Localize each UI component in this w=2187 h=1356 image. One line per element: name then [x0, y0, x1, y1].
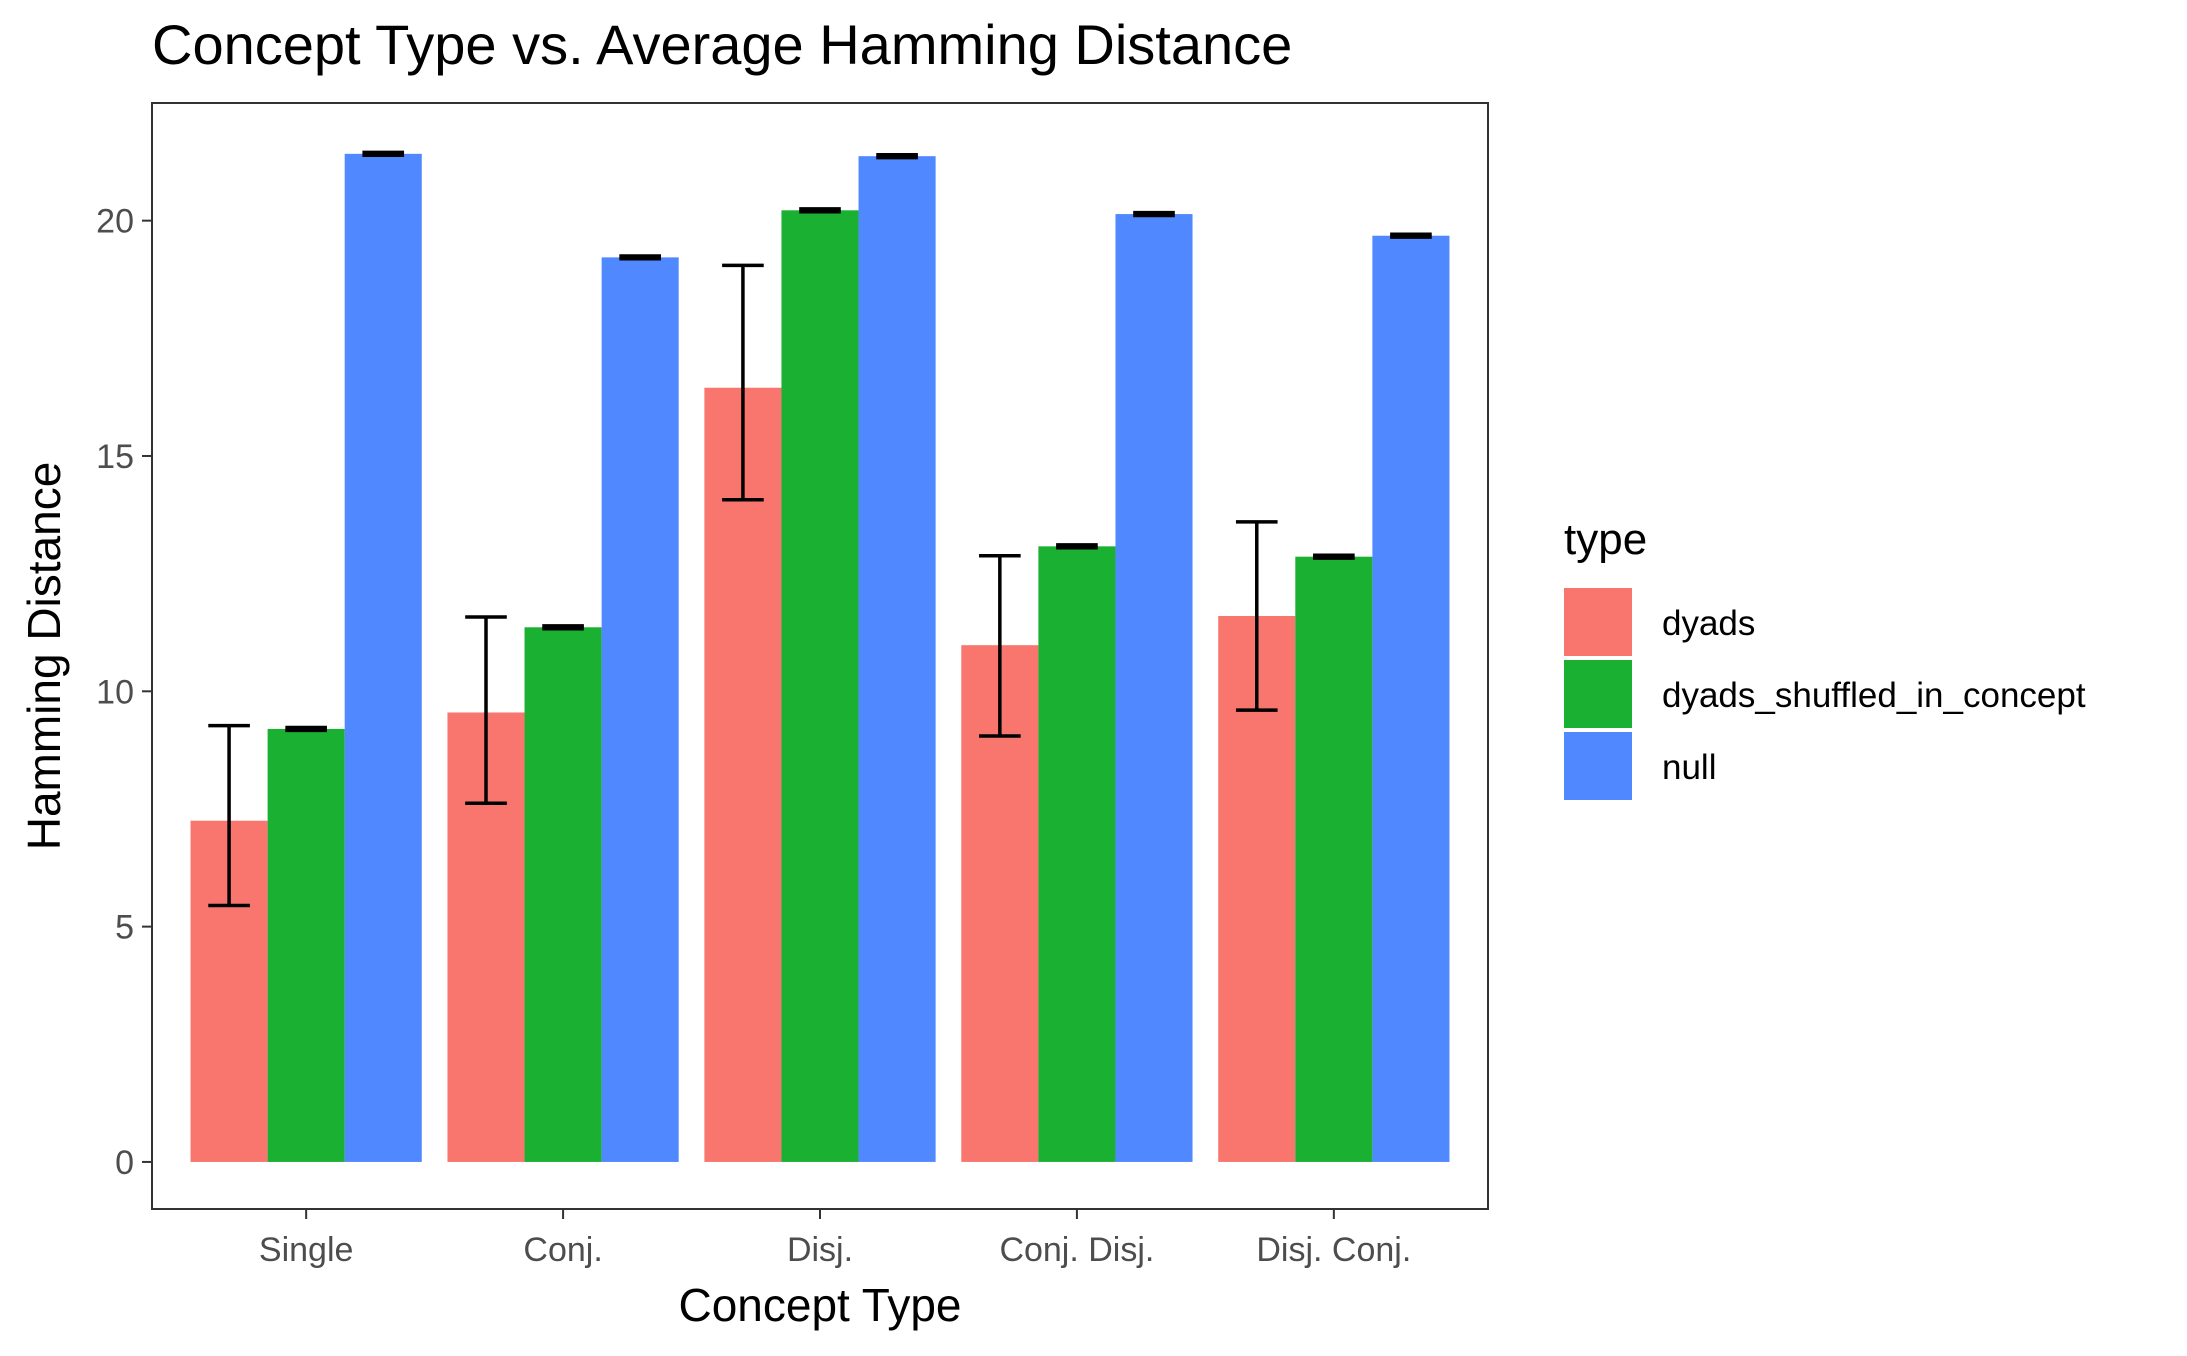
error-bar-null-1	[619, 254, 661, 261]
bar-null-1	[601, 257, 679, 1162]
bar-dyads_shuffled_in_concept-1	[524, 627, 602, 1162]
bar-null-2	[858, 156, 936, 1162]
error-bar-dyads_shuffled_in_concept-0	[285, 725, 327, 733]
error-bar-null-0	[362, 150, 405, 157]
bars-layer	[190, 153, 1450, 1162]
error-bar-dyads_shuffled_in_concept-3	[1056, 543, 1098, 550]
bar-dyads-2	[704, 387, 782, 1162]
legend-item-dyads: dyads	[1564, 588, 1755, 656]
bar-null-3	[1115, 214, 1193, 1162]
x-tick-label: Conj.	[523, 1231, 602, 1269]
bar-null-4	[1372, 235, 1450, 1162]
error-bar-dyads-2	[722, 263, 764, 502]
y-axis-title: Hamming Distance	[18, 462, 70, 851]
x-tick-label: Disj.	[787, 1231, 853, 1269]
error-bar-dyads_shuffled_in_concept-4	[1313, 553, 1355, 560]
error-bar-dyads-4	[1235, 520, 1278, 712]
legend-label: dyads_shuffled_in_concept	[1662, 676, 2086, 715]
x-tick-label: Conj. Disj.	[999, 1231, 1154, 1269]
y-axis: 0 5 10 15 20	[96, 203, 152, 1182]
x-axis: Single Conj. Disj. Conj. Disj. Disj. Conj.	[259, 1209, 1411, 1269]
legend-label: null	[1662, 748, 1716, 787]
legend-swatch	[1564, 732, 1632, 800]
legend-swatch	[1564, 588, 1632, 656]
x-tick-label: Disj. Conj.	[1256, 1231, 1411, 1269]
bar-null-0	[344, 153, 422, 1162]
y-tick-label: 5	[115, 909, 134, 947]
x-axis-title: Concept Type	[678, 1279, 961, 1331]
y-tick-label: 15	[96, 438, 134, 476]
legend-swatch	[1564, 660, 1632, 728]
legend-item-dyads_shuffled_in_concept: dyads_shuffled_in_concept	[1564, 660, 2086, 728]
error-bar-null-2	[876, 153, 918, 160]
error-bar-dyads-0	[208, 723, 250, 908]
bar-dyads_shuffled_in_concept-0	[267, 728, 345, 1162]
error-bar-dyads_shuffled_in_concept-1	[542, 624, 584, 631]
bar-dyads_shuffled_in_concept-3	[1038, 546, 1116, 1162]
bar-dyads_shuffled_in_concept-2	[781, 210, 859, 1162]
x-tick-label: Single	[259, 1231, 354, 1269]
y-tick-label: 10	[96, 673, 134, 711]
legend-label: dyads	[1662, 604, 1755, 643]
legend-item-null: null	[1564, 732, 1716, 800]
bar-dyads_shuffled_in_concept-4	[1295, 556, 1373, 1162]
y-tick-label: 0	[115, 1144, 134, 1182]
legend-title: type	[1564, 515, 1647, 564]
y-tick-label: 20	[96, 203, 134, 241]
error-bar-null-3	[1133, 210, 1175, 218]
error-bar-null-4	[1390, 232, 1432, 239]
chart-title: Concept Type vs. Average Hamming Distanc…	[152, 13, 1292, 76]
error-bar-dyads-3	[979, 554, 1021, 738]
error-bar-dyads-1	[465, 615, 507, 806]
error-bar-dyads_shuffled_in_concept-2	[799, 207, 841, 214]
error-bars-layer	[208, 150, 1432, 908]
